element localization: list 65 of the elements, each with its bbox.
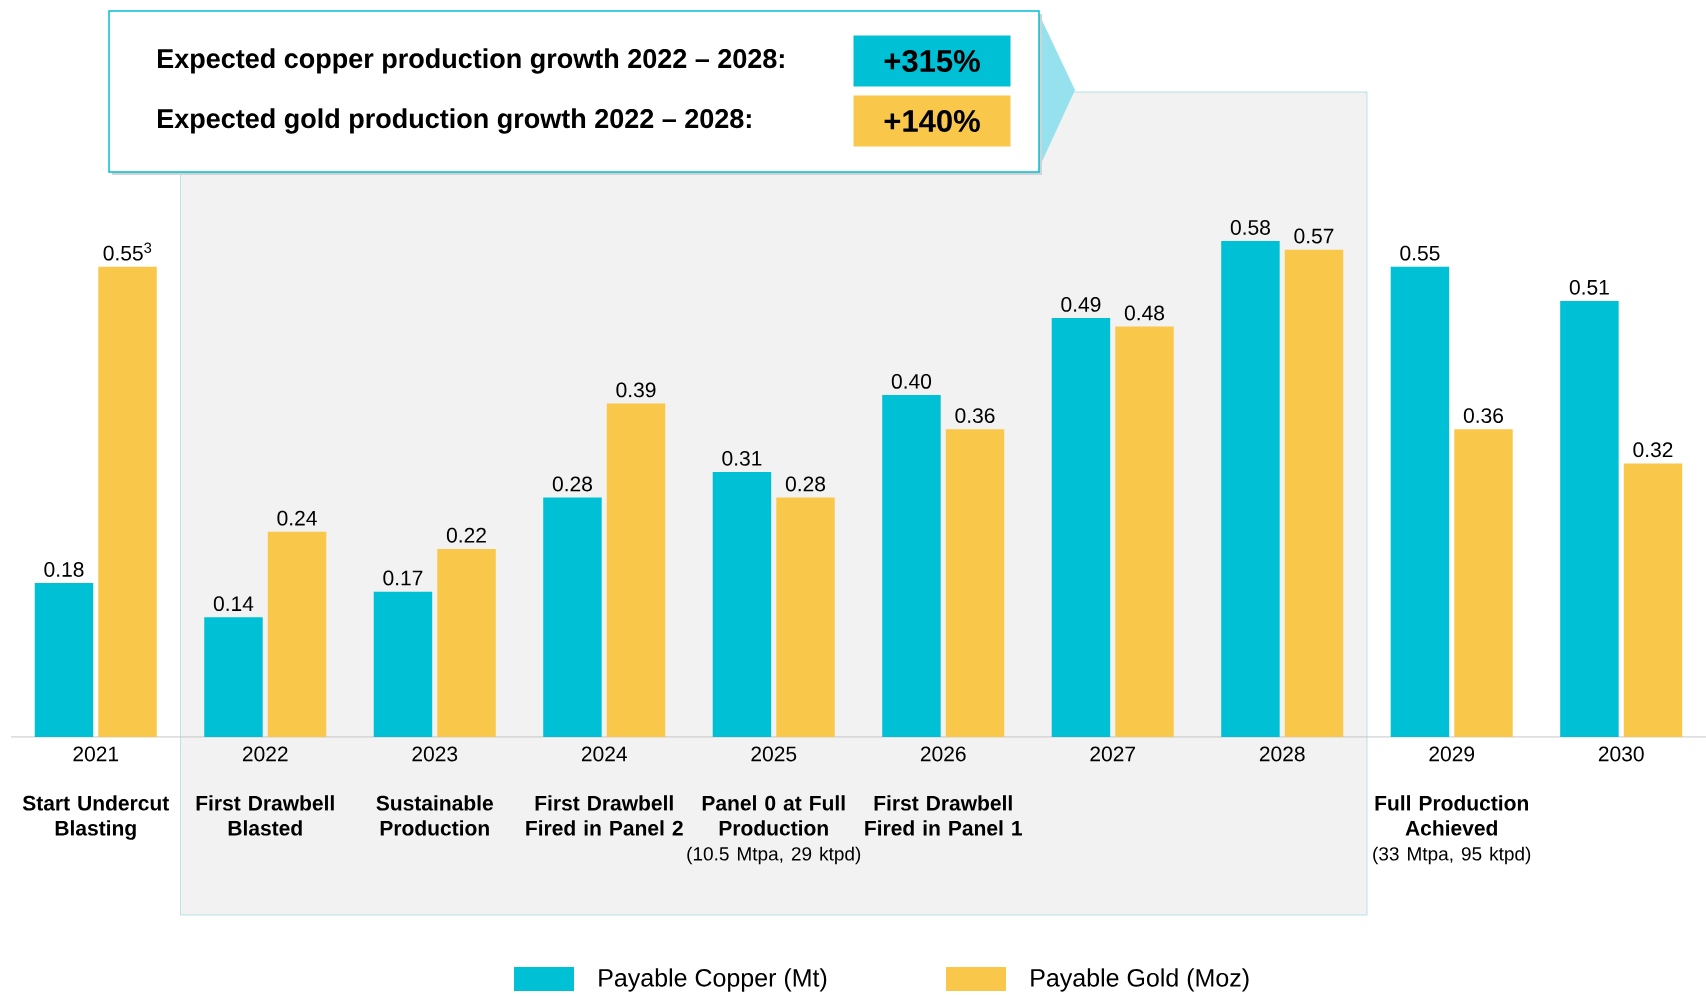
x-tick-label: 2025 <box>751 746 797 762</box>
bar <box>1284 249 1344 737</box>
bar <box>1051 318 1111 737</box>
text: First Drawbell Blasted <box>196 795 334 836</box>
x-tick-label: 2029 <box>1429 746 1475 762</box>
text: Panel 0 at Full Production <box>702 795 845 836</box>
bar <box>945 429 1005 737</box>
text: (10.5 Mtpa, 29 ktpd) <box>687 846 861 865</box>
text: +315% <box>884 49 980 72</box>
bar <box>1623 463 1683 737</box>
x-tick-label: 2030 <box>1598 746 1644 762</box>
bar <box>606 403 666 737</box>
text: First Drawbell Fired in Panel 1 <box>865 795 1022 836</box>
data-label: 0.28 <box>552 476 592 492</box>
data-label: 0.58 <box>1230 220 1270 235</box>
text: Full Production Achieved <box>1375 795 1528 836</box>
x-tick-label: 2024 <box>581 746 627 762</box>
x-tick-label: 2027 <box>1090 746 1136 762</box>
text: Expected gold production growth 2022 – 2028: <box>158 108 751 134</box>
data-label: 0.49 <box>1061 296 1101 312</box>
bar <box>882 395 941 737</box>
data-label: 0.57 <box>1294 228 1334 244</box>
data-label: 0.48 <box>1124 305 1165 321</box>
x-tick-label: 2028 <box>1259 746 1305 762</box>
data-label: 0.51 <box>1569 279 1609 295</box>
bar <box>34 583 94 737</box>
x-tick-label: 2021 <box>73 746 119 762</box>
text: Sustainable Production <box>376 795 493 836</box>
data-label: 0.36 <box>1463 408 1503 424</box>
bar <box>373 591 433 737</box>
bar <box>1115 326 1174 737</box>
data-label: 0.22 <box>446 527 486 543</box>
legend-label: Payable Copper (Mt) <box>599 968 827 992</box>
x-tick-label: 2022 <box>242 746 288 762</box>
data-label: 0.36 <box>955 408 995 424</box>
bar <box>204 617 263 737</box>
data-label: 0.55 <box>1400 245 1440 261</box>
text: Start Undercut Blasting <box>22 795 169 840</box>
bar <box>98 266 157 737</box>
text: First Drawbell Fired in Panel 2 <box>526 795 683 836</box>
data-label: 0.55$^{3}$ <box>103 242 152 261</box>
data-label: 0.39 <box>616 382 656 398</box>
bar <box>712 471 772 737</box>
bar <box>776 497 835 737</box>
bar <box>1390 266 1450 737</box>
data-label: 0.24 <box>277 510 317 526</box>
data-label: 0.28 <box>785 476 826 492</box>
data-label: 0.17 <box>383 570 423 586</box>
bar <box>1221 241 1280 737</box>
bar <box>1454 429 1513 737</box>
x-tick-label: 2023 <box>412 746 458 762</box>
data-label: 0.40 <box>891 373 932 389</box>
data-label: 0.32 <box>1633 442 1673 458</box>
bar <box>437 548 496 737</box>
legend-label: Payable Gold (Moz) <box>1031 968 1249 992</box>
text: +140% <box>884 110 980 132</box>
data-label: 0.31 <box>722 450 762 466</box>
bar <box>267 531 327 737</box>
data-label: 0.14 <box>213 596 254 612</box>
text: Expected copper production growth 2022 – 2028: <box>158 48 784 74</box>
text: (33 Mtpa, 95 ktpd) <box>1373 846 1531 865</box>
bar <box>543 497 602 737</box>
x-tick-label: 2026 <box>920 746 966 762</box>
data-label: 0.18 <box>44 562 84 577</box>
bar <box>1560 300 1619 737</box>
